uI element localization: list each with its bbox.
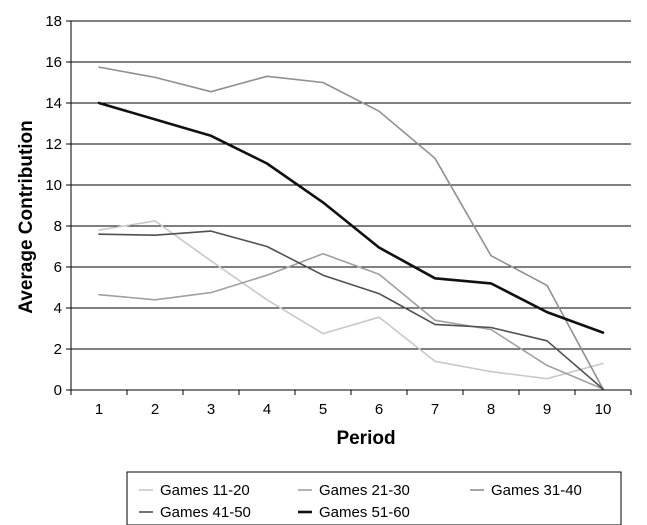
series-lines xyxy=(97,66,605,390)
x-tick-label: 8 xyxy=(487,401,495,418)
series-line-games-21-30 xyxy=(98,252,604,390)
axes xyxy=(66,20,632,395)
y-tick-label: 16 xyxy=(45,54,62,71)
legend-label: Games 11-20 xyxy=(160,482,250,499)
x-tick-label: 10 xyxy=(595,401,612,418)
x-axis-title: Period xyxy=(336,428,395,449)
legend-label: Games 21-30 xyxy=(319,482,410,499)
y-tick-label: 12 xyxy=(45,136,62,153)
x-tick-label: 5 xyxy=(319,401,327,418)
series-line-games-51-60 xyxy=(97,101,605,334)
y-tick-label: 10 xyxy=(45,177,62,194)
series-line-games-31-40 xyxy=(98,66,604,390)
y-tick-label: 18 xyxy=(45,13,62,30)
series-line-games-41-50 xyxy=(98,230,604,390)
x-tick-label: 7 xyxy=(431,401,439,418)
legend-label: Games 31-40 xyxy=(491,482,582,499)
legend-label: Games 41-50 xyxy=(160,504,251,521)
x-tick-label: 3 xyxy=(207,401,215,418)
x-tick-label: 2 xyxy=(151,401,159,418)
y-tick-label: 0 xyxy=(54,382,62,399)
legend: Games 11-20 Games 21-30 Games 31-40 Games 4… xyxy=(126,471,622,525)
legend-box xyxy=(126,471,622,525)
x-tick-label: 6 xyxy=(375,401,383,418)
y-tick-label: 14 xyxy=(45,95,62,112)
x-tick-label: 4 xyxy=(263,401,271,418)
series-line-games-11-20 xyxy=(98,220,604,380)
x-tick-label: 9 xyxy=(543,401,551,418)
gridlines xyxy=(71,20,631,350)
y-tick-label: 8 xyxy=(54,218,62,235)
x-tick-labels: 1 2 3 4 5 6 7 8 9 10 xyxy=(95,401,612,418)
y-axis-title: Average Contribution xyxy=(16,120,37,314)
y-tick-labels: 0 2 4 6 8 10 12 14 16 18 xyxy=(45,13,62,399)
y-tick-label: 4 xyxy=(54,300,62,317)
y-tick-label: 2 xyxy=(54,341,62,358)
legend-label: Games 51-60 xyxy=(319,504,410,521)
y-tick-label: 6 xyxy=(54,259,62,276)
x-tick-label: 1 xyxy=(95,401,103,418)
